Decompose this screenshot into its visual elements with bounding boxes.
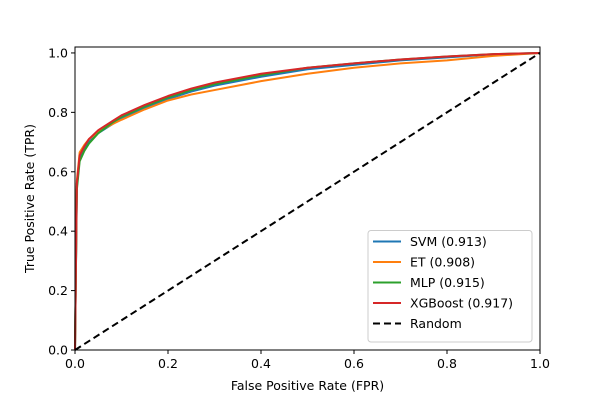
x-tick-label: 0.0	[65, 356, 85, 371]
legend: SVM (0.913) ET (0.908) MLP (0.915) XGBoost …	[367, 230, 533, 343]
y-tick-label: 0.2	[48, 283, 68, 298]
x-tick-label: 0.6	[344, 356, 364, 371]
legend-label: XGBoost (0.917)	[410, 296, 513, 311]
x-tick-label: 0.2	[158, 356, 178, 371]
x-axis-title: False Positive Rate (FPR)	[231, 378, 384, 393]
series-line-3	[74, 51, 541, 351]
series-layer	[74, 51, 541, 351]
y-tick-label: 1.0	[48, 45, 68, 60]
legend-box	[367, 230, 533, 343]
x-axis-ticks: 0.0 0.2 0.4 0.6 0.8 1.0	[65, 350, 550, 371]
series-line-4	[74, 52, 541, 351]
y-tick-label: 0.6	[48, 164, 68, 179]
y-tick-label: 0.0	[48, 343, 68, 358]
legend-label: SVM (0.913)	[410, 234, 487, 249]
x-tick-label: 1.0	[530, 356, 550, 371]
legend-label: Random	[410, 316, 462, 331]
plot-frame	[74, 46, 541, 351]
x-tick-label: 0.4	[251, 356, 271, 371]
y-tick-label: 0.4	[48, 224, 68, 239]
legend-label: MLP (0.915)	[410, 275, 485, 290]
y-axis-title: True Positive Rate (TPR)	[22, 124, 37, 274]
legend-label: ET (0.908)	[410, 255, 475, 270]
y-tick-label: 0.8	[48, 105, 68, 120]
x-tick-label: 0.8	[437, 356, 457, 371]
y-axis-ticks: 0.0 0.2 0.4 0.6 0.8 1.0	[48, 45, 75, 358]
